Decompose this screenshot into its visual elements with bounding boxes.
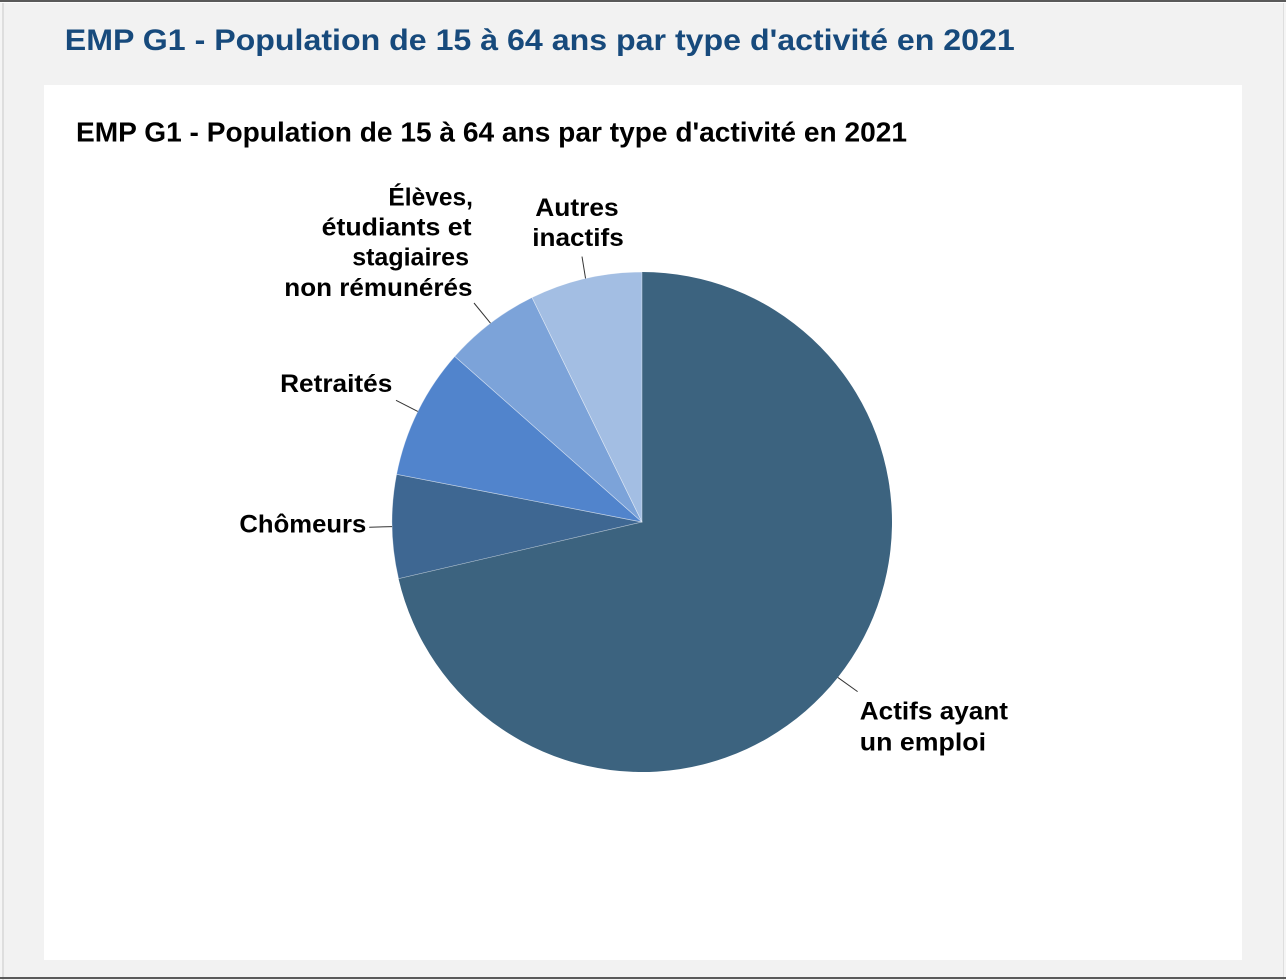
svg-text:Chômeurs: Chômeurs: [239, 511, 366, 539]
svg-text:inactifs: inactifs: [532, 224, 624, 252]
svg-text:EMP G1 - Population de 15 à 64: EMP G1 - Population de 15 à 64 ans par t…: [76, 117, 907, 148]
svg-text:étudiants et: étudiants et: [322, 214, 473, 242]
svg-text:EMP G1 - Population de 15 à 64: EMP G1 - Population de 15 à 64 ans par t…: [65, 24, 1015, 57]
svg-text:un emploi: un emploi: [860, 728, 986, 756]
svg-text:Retraités: Retraités: [280, 370, 392, 398]
svg-text:stagiaires: stagiaires: [352, 244, 469, 272]
svg-text:Actifs ayant: Actifs ayant: [860, 697, 1009, 725]
svg-text:non rémunérés: non rémunérés: [284, 274, 472, 302]
svg-text:Autres: Autres: [535, 194, 618, 222]
svg-text:Élèves,: Élèves,: [388, 182, 473, 211]
